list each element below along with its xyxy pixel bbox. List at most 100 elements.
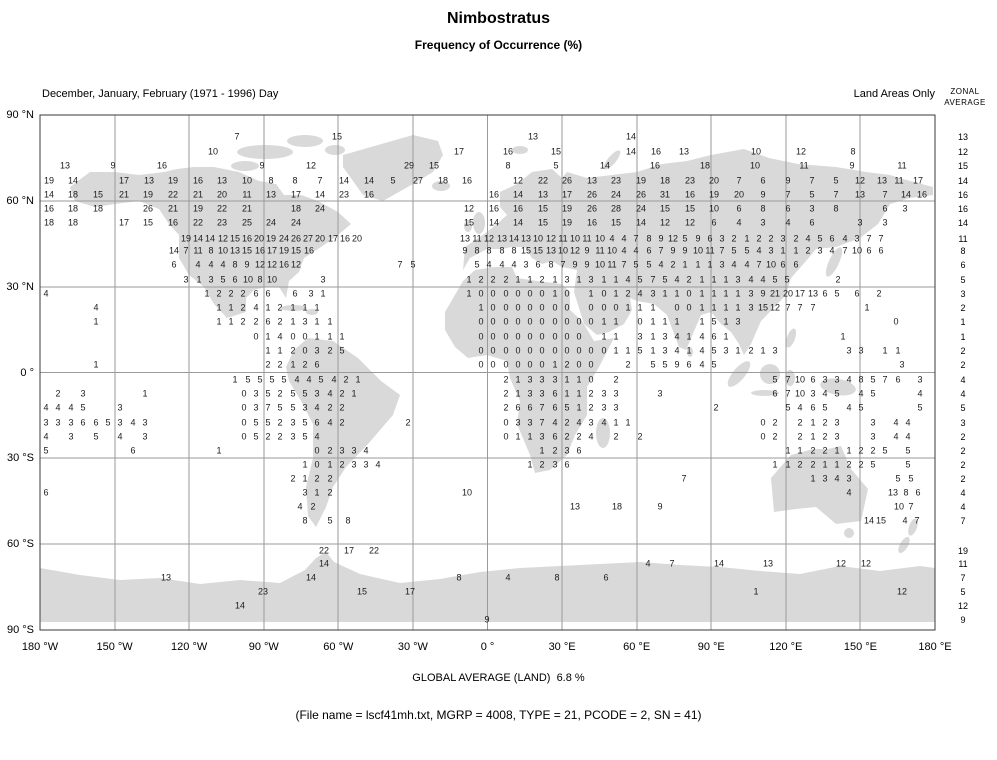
grid-value: 19 [561, 217, 573, 228]
grid-value: 3 [183, 274, 189, 285]
grid-value: 3 [552, 459, 558, 470]
grid-value: 6 [711, 331, 717, 342]
grid-value: 9 [584, 245, 590, 256]
grid-value: 15 [331, 131, 343, 142]
grid-value: 1 [277, 345, 283, 356]
grid-value: 2 [216, 288, 222, 299]
grid-value: 20 [708, 175, 720, 186]
grid-value: 10 [851, 245, 863, 256]
x-tick-label: 30 °E [548, 641, 576, 653]
grid-value: 7 [785, 189, 791, 200]
grid-value: 13 [854, 189, 866, 200]
grid-value: 18 [92, 203, 104, 214]
landmass-australia [771, 446, 868, 524]
grid-value: 1 [625, 345, 631, 356]
grid-value: 0 [576, 316, 582, 327]
grid-value: 21 [167, 203, 179, 214]
grid-value: 4 [621, 233, 627, 244]
grid-value: 5 [269, 374, 275, 385]
grid-value: 3 [523, 259, 529, 270]
grid-value: 20 [351, 233, 363, 244]
grid-value: 3 [858, 345, 864, 356]
grid-value: 1 [216, 316, 222, 327]
grid-value: 2 [277, 316, 283, 327]
y-tick-label: 0 ° [20, 366, 34, 379]
grid-value: 12 [217, 233, 229, 244]
grid-value: 2 [314, 473, 320, 484]
grid-value: 1 [686, 331, 692, 342]
grid-value: 14 [338, 175, 350, 186]
grid-value: 2 [858, 445, 864, 456]
grid-value: 2 [822, 417, 828, 428]
grid-value: 20 [782, 288, 794, 299]
landmass-new-guinea [820, 378, 856, 396]
grid-value: 1 [711, 288, 717, 299]
period-label: December, January, February (1971 - 1996… [42, 88, 279, 100]
grid-value: 4 [917, 388, 923, 399]
grid-value: 0 [503, 417, 509, 428]
grid-value: 3 [142, 431, 148, 442]
grid-value: 13 [762, 558, 774, 569]
grid-value: 22 [216, 203, 228, 214]
grid-value: 7 [882, 189, 888, 200]
grid-value: 5 [662, 274, 668, 285]
grid-value: 3 [817, 245, 823, 256]
grid-value: 6 [130, 445, 136, 456]
grid-value: 10 [765, 259, 777, 270]
grid-value: 0 [515, 302, 521, 313]
grid-value: 2 [277, 431, 283, 442]
grid-value: 4 [658, 259, 664, 270]
grid-value: 0 [539, 345, 545, 356]
grid-value: 1 [760, 345, 766, 356]
grid-value: 2 [797, 459, 803, 470]
grid-value: 1 [327, 459, 333, 470]
landmass-japan [825, 247, 843, 277]
grid-value: 1 [314, 302, 320, 313]
grid-value: 16 [339, 233, 351, 244]
grid-value: 1 [613, 345, 619, 356]
grid-value: 1 [552, 274, 558, 285]
grid-value: 1 [834, 445, 840, 456]
grid-value: 15 [229, 233, 241, 244]
grid-value: 0 [576, 345, 582, 356]
grid-value: 0 [290, 331, 296, 342]
grid-value: 14 [599, 160, 611, 171]
grid-value: 0 [478, 331, 484, 342]
landmass-ireland [464, 220, 472, 232]
grid-value: 5 [93, 431, 99, 442]
grid-value: 4 [43, 431, 49, 442]
grid-value: 7 [810, 302, 816, 313]
grid-value: 0 [503, 302, 509, 313]
grid-value: 0 [503, 345, 509, 356]
grid-value: 3 [854, 233, 860, 244]
grid-value: 5 [265, 388, 271, 399]
grid-value: 4 [601, 417, 607, 428]
grid-value: 5 [105, 417, 111, 428]
grid-value: 4 [314, 402, 320, 413]
zonal-average-value: 11 [958, 234, 968, 244]
grid-value: 13 [229, 245, 241, 256]
grid-value: 2 [564, 417, 570, 428]
grid-value: 2 [625, 288, 631, 299]
grid-value: 5 [339, 345, 345, 356]
grid-value: 16 [278, 259, 290, 270]
grid-value: 3 [302, 316, 308, 327]
grid-value: 5 [682, 233, 688, 244]
zonal-average-value: 2 [960, 360, 966, 370]
grid-value: 2 [302, 359, 308, 370]
grid-value: 23 [257, 586, 269, 597]
grid-value: 4 [674, 345, 680, 356]
zonal-average-value: 6 [960, 260, 966, 270]
grid-value: 2 [810, 459, 816, 470]
grid-value: 16 [684, 189, 696, 200]
grid-value: 7 [234, 131, 240, 142]
grid-value: 0 [686, 288, 692, 299]
grid-value: 24 [265, 217, 277, 228]
grid-value: 1 [723, 302, 729, 313]
grid-value: 7 [317, 175, 323, 186]
grid-value: 1 [650, 345, 656, 356]
grid-value: 14 [204, 233, 216, 244]
grid-value: 9 [670, 245, 676, 256]
grid-value: 8 [646, 233, 652, 244]
grid-value: 12 [254, 259, 266, 270]
